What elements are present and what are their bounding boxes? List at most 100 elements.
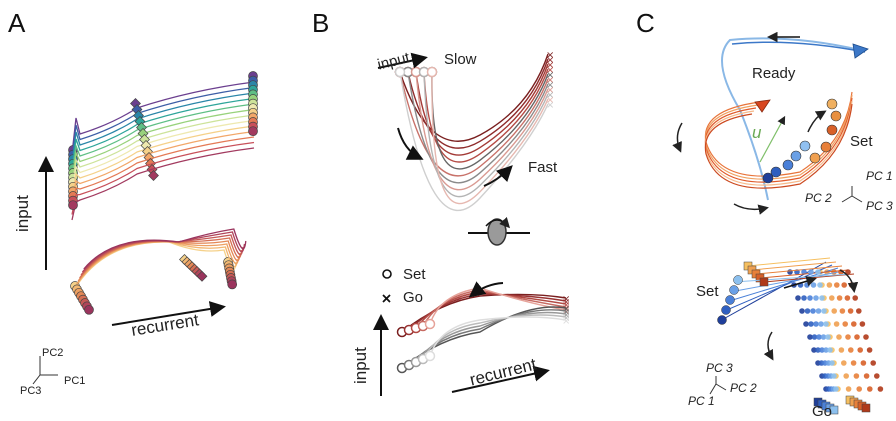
set-line (755, 265, 843, 275)
set-dot (717, 315, 727, 325)
go-dot (807, 334, 813, 340)
go-marker: × (546, 100, 554, 111)
trajectory (407, 71, 549, 184)
trajectory (431, 71, 549, 205)
go-dot (803, 321, 809, 327)
set-line (747, 257, 831, 267)
go-dot (829, 360, 835, 366)
trajectory (399, 71, 549, 177)
go-dot (833, 386, 839, 392)
trajectory (79, 237, 243, 279)
trajectory (407, 58, 549, 149)
go-dot (877, 386, 884, 392)
set-dot (729, 285, 739, 295)
go-square (861, 403, 871, 413)
set-trajectory (704, 100, 853, 186)
go-marker: × (546, 80, 554, 91)
go-dot (811, 334, 818, 340)
go-dot (810, 282, 817, 288)
panel-c-bottom-pc3-label: PC 3 (706, 361, 733, 375)
panel-a-pc3-label: PC3 (20, 385, 42, 397)
trajectory (71, 130, 255, 204)
set-marker (394, 66, 406, 78)
go-dot (804, 308, 811, 314)
go-dot (856, 386, 862, 392)
trajectory (71, 114, 255, 188)
go-marker: × (546, 90, 554, 101)
go-dot (847, 308, 854, 314)
go-dot (787, 269, 793, 275)
go-dot (845, 334, 851, 340)
set-trajectory (704, 94, 853, 180)
set-marker (754, 99, 771, 113)
trajectory (71, 103, 255, 177)
panel-b-recurrent-axis-arrow (451, 365, 550, 393)
trajectory (429, 316, 567, 357)
trajectory (71, 97, 255, 171)
go-dot (819, 347, 825, 353)
trajectory (71, 119, 255, 193)
state-dot (826, 124, 838, 136)
go-dot (795, 295, 801, 301)
state-dot (799, 140, 811, 152)
panel-c-rot-arrow-go (763, 331, 774, 361)
go-marker: × (546, 55, 554, 66)
go-label: Go (812, 403, 833, 420)
trajectory (71, 108, 255, 182)
go-dot (815, 347, 821, 353)
set-dot (733, 275, 743, 285)
panel-label-a: A (8, 8, 26, 38)
trajectory (415, 71, 549, 191)
go-square (829, 405, 839, 415)
set-line (751, 261, 837, 271)
state-dot (782, 159, 794, 171)
trajectory (77, 240, 241, 282)
legend-set-marker (382, 269, 392, 279)
state-dot (830, 110, 842, 122)
go-marker: × (546, 75, 554, 86)
go-dot (859, 321, 866, 327)
go-dot (854, 334, 860, 340)
go-dot (834, 282, 840, 288)
go-dot (823, 347, 829, 353)
panel-c-bottom-pc1-label: PC 1 (688, 394, 715, 408)
set-dot (721, 305, 731, 315)
go-dot (844, 295, 851, 301)
panel-c-top-pc3-label: PC 3 (866, 199, 893, 213)
fast-label: Fast (528, 159, 558, 176)
trajectory (71, 136, 255, 210)
u-vector-arrow (759, 115, 786, 163)
go-dot (829, 295, 835, 301)
trajectory (71, 147, 255, 221)
trajectory (73, 241, 237, 291)
panel-a-pc2-label: PC2 (42, 347, 64, 359)
go-dot (851, 321, 857, 327)
go-dot (852, 295, 858, 301)
state-dot (762, 172, 774, 184)
go-dot (831, 373, 837, 379)
go-dot (838, 347, 845, 353)
go-marker: × (562, 313, 570, 324)
go-dot (853, 373, 860, 379)
panel-b-curved-arrow-left (397, 127, 424, 160)
ready-trajectory (721, 37, 861, 201)
panel-b-curved-arrow-right (483, 165, 513, 187)
set-line (733, 273, 851, 283)
go-dot (866, 347, 873, 353)
go-marker (248, 126, 258, 137)
u-vector-label: u (752, 123, 762, 142)
go-dot (839, 308, 846, 314)
go-dot (799, 308, 805, 314)
set-label-top: Set (850, 133, 873, 150)
go-marker: × (562, 297, 570, 308)
go-dot (813, 321, 819, 327)
trajectory (74, 241, 239, 288)
panel-c-rot-arrow-bottom (733, 203, 769, 215)
go-dot (850, 360, 857, 366)
set-trajectory (704, 103, 853, 189)
trajectory (76, 241, 240, 285)
panel-a-top-trajectories (68, 71, 258, 221)
go-dot (816, 334, 822, 340)
go-marker: × (562, 300, 570, 311)
slow-label: Slow (444, 51, 477, 68)
